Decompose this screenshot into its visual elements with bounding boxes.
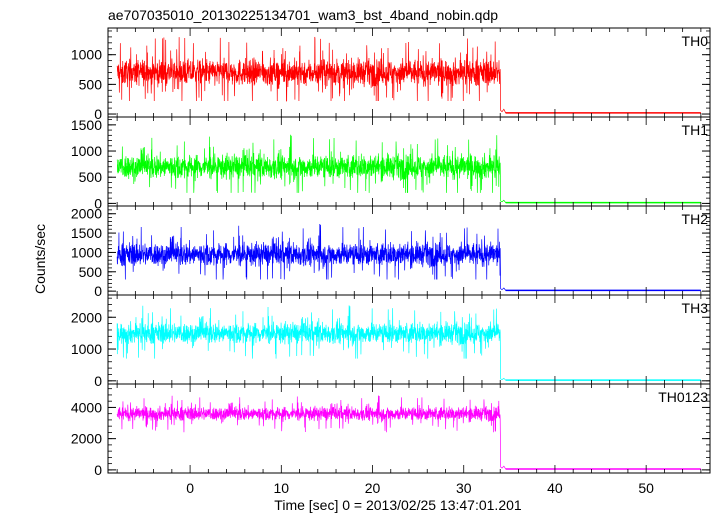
y-tick-label: 500 <box>79 169 103 185</box>
panel-th3: 0 1000 2000 TH3 <box>71 294 711 389</box>
panel-label: TH0123 <box>658 389 708 405</box>
y-tick-label: 0 <box>94 373 102 389</box>
y-axis-label: Counts/sec <box>32 224 48 294</box>
y-tick-label: 500 <box>79 264 103 280</box>
y-tick-label: 0 <box>94 195 102 211</box>
x-tick-label: 0 <box>186 480 194 496</box>
y-tick-label: 4000 <box>71 399 102 415</box>
y-tick-label: 2000 <box>71 431 102 447</box>
x-axis-label: Time [sec] 0 = 2013/02/25 13:47:01.201 <box>274 497 522 513</box>
panel-th0: 0 500 1000 TH0 <box>71 27 711 122</box>
y-tick-label: 1500 <box>71 225 102 241</box>
y-tick-label: 0 <box>94 106 102 122</box>
x-tick-label: 40 <box>547 480 563 496</box>
series-th3 <box>116 305 701 381</box>
panel-label: TH3 <box>682 300 709 316</box>
x-tick-label: 20 <box>365 480 381 496</box>
panel-label: TH1 <box>682 122 709 138</box>
x-axis: 0 10 20 30 40 50 <box>186 480 654 496</box>
series-th0123 <box>116 395 701 470</box>
y-tick-label: 1000 <box>71 244 102 260</box>
panel-th0123: 0 2000 4000 TH0123 <box>71 383 711 478</box>
x-tick-label: 10 <box>274 480 290 496</box>
x-tick-label: 50 <box>638 480 654 496</box>
y-tick-label: 0 <box>94 283 102 299</box>
y-tick-label: 2000 <box>71 206 102 222</box>
y-tick-label: 1000 <box>71 143 102 159</box>
series-th0 <box>116 36 701 114</box>
panel-label: TH2 <box>682 211 709 227</box>
panel-frame <box>107 205 711 296</box>
series-th1 <box>116 134 701 203</box>
y-tick-label: 500 <box>79 76 103 92</box>
series-th2 <box>116 223 701 291</box>
y-tick-label: 1000 <box>71 341 102 357</box>
panel-frame <box>107 383 711 474</box>
y-tick-label: 0 <box>94 462 102 478</box>
x-tick-label: 30 <box>456 480 472 496</box>
panel-th2: 0 500 1000 1500 2000 TH2 <box>71 205 711 299</box>
y-tick-label: 1500 <box>71 117 102 133</box>
panel-th1: 0 500 1000 1500 TH1 <box>71 116 711 211</box>
panel-label: TH0 <box>682 33 709 49</box>
chart-title: ae707035010_20130225134701_wam3_bst_4ban… <box>108 7 498 23</box>
y-tick-label: 1000 <box>71 47 102 63</box>
y-tick-label: 2000 <box>71 309 102 325</box>
panels-group: 0 500 1000 TH0 0 500 1000 1500 TH1 0 500 1000 1500 20… <box>71 27 711 478</box>
